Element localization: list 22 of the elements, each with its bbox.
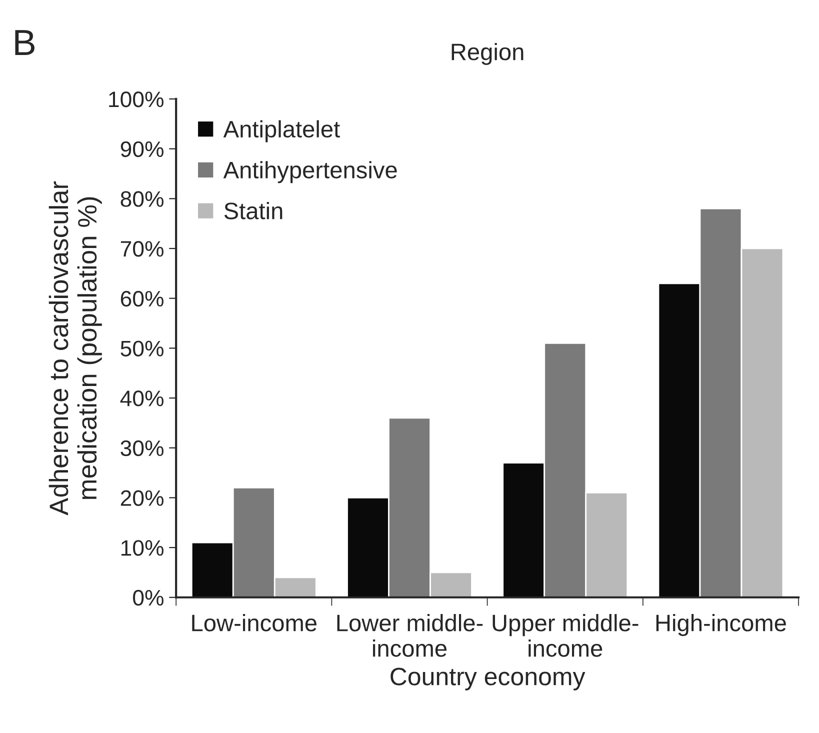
x-tick-label: Lower middle- income — [337, 614, 483, 657]
chart-title: Region — [452, 42, 524, 65]
y-tick-label: 20% — [120, 490, 164, 506]
legend-label: Statin — [224, 202, 282, 220]
text: B — [15, 30, 34, 55]
y-axis-title: Adherence to cardiovascular medication (population %) — [48, 181, 102, 516]
y-tick-label: 50% — [120, 340, 164, 356]
y-tick-label: 0% — [133, 590, 164, 606]
legend-label: Antiplatelet — [223, 120, 340, 142]
x-axis-title: Country economy — [390, 668, 586, 690]
y-tick-label: 10% — [122, 540, 164, 556]
y-tick-label: 100% — [109, 91, 164, 108]
y-tick-label: 30% — [120, 440, 164, 456]
y-tick-label: 80% — [120, 191, 164, 207]
legend-label: Antihypertensive — [223, 161, 397, 184]
x-tick-label: High-income — [656, 614, 786, 636]
y-tick-label: 90% — [120, 141, 164, 158]
y-tick-label: 40% — [120, 390, 164, 406]
x-tick-label: Upper middle- income — [492, 614, 638, 657]
y-tick-label: 60% — [120, 290, 164, 307]
y-tick-label: 70% — [120, 241, 164, 257]
x-tick-label: Low-income — [192, 614, 316, 632]
